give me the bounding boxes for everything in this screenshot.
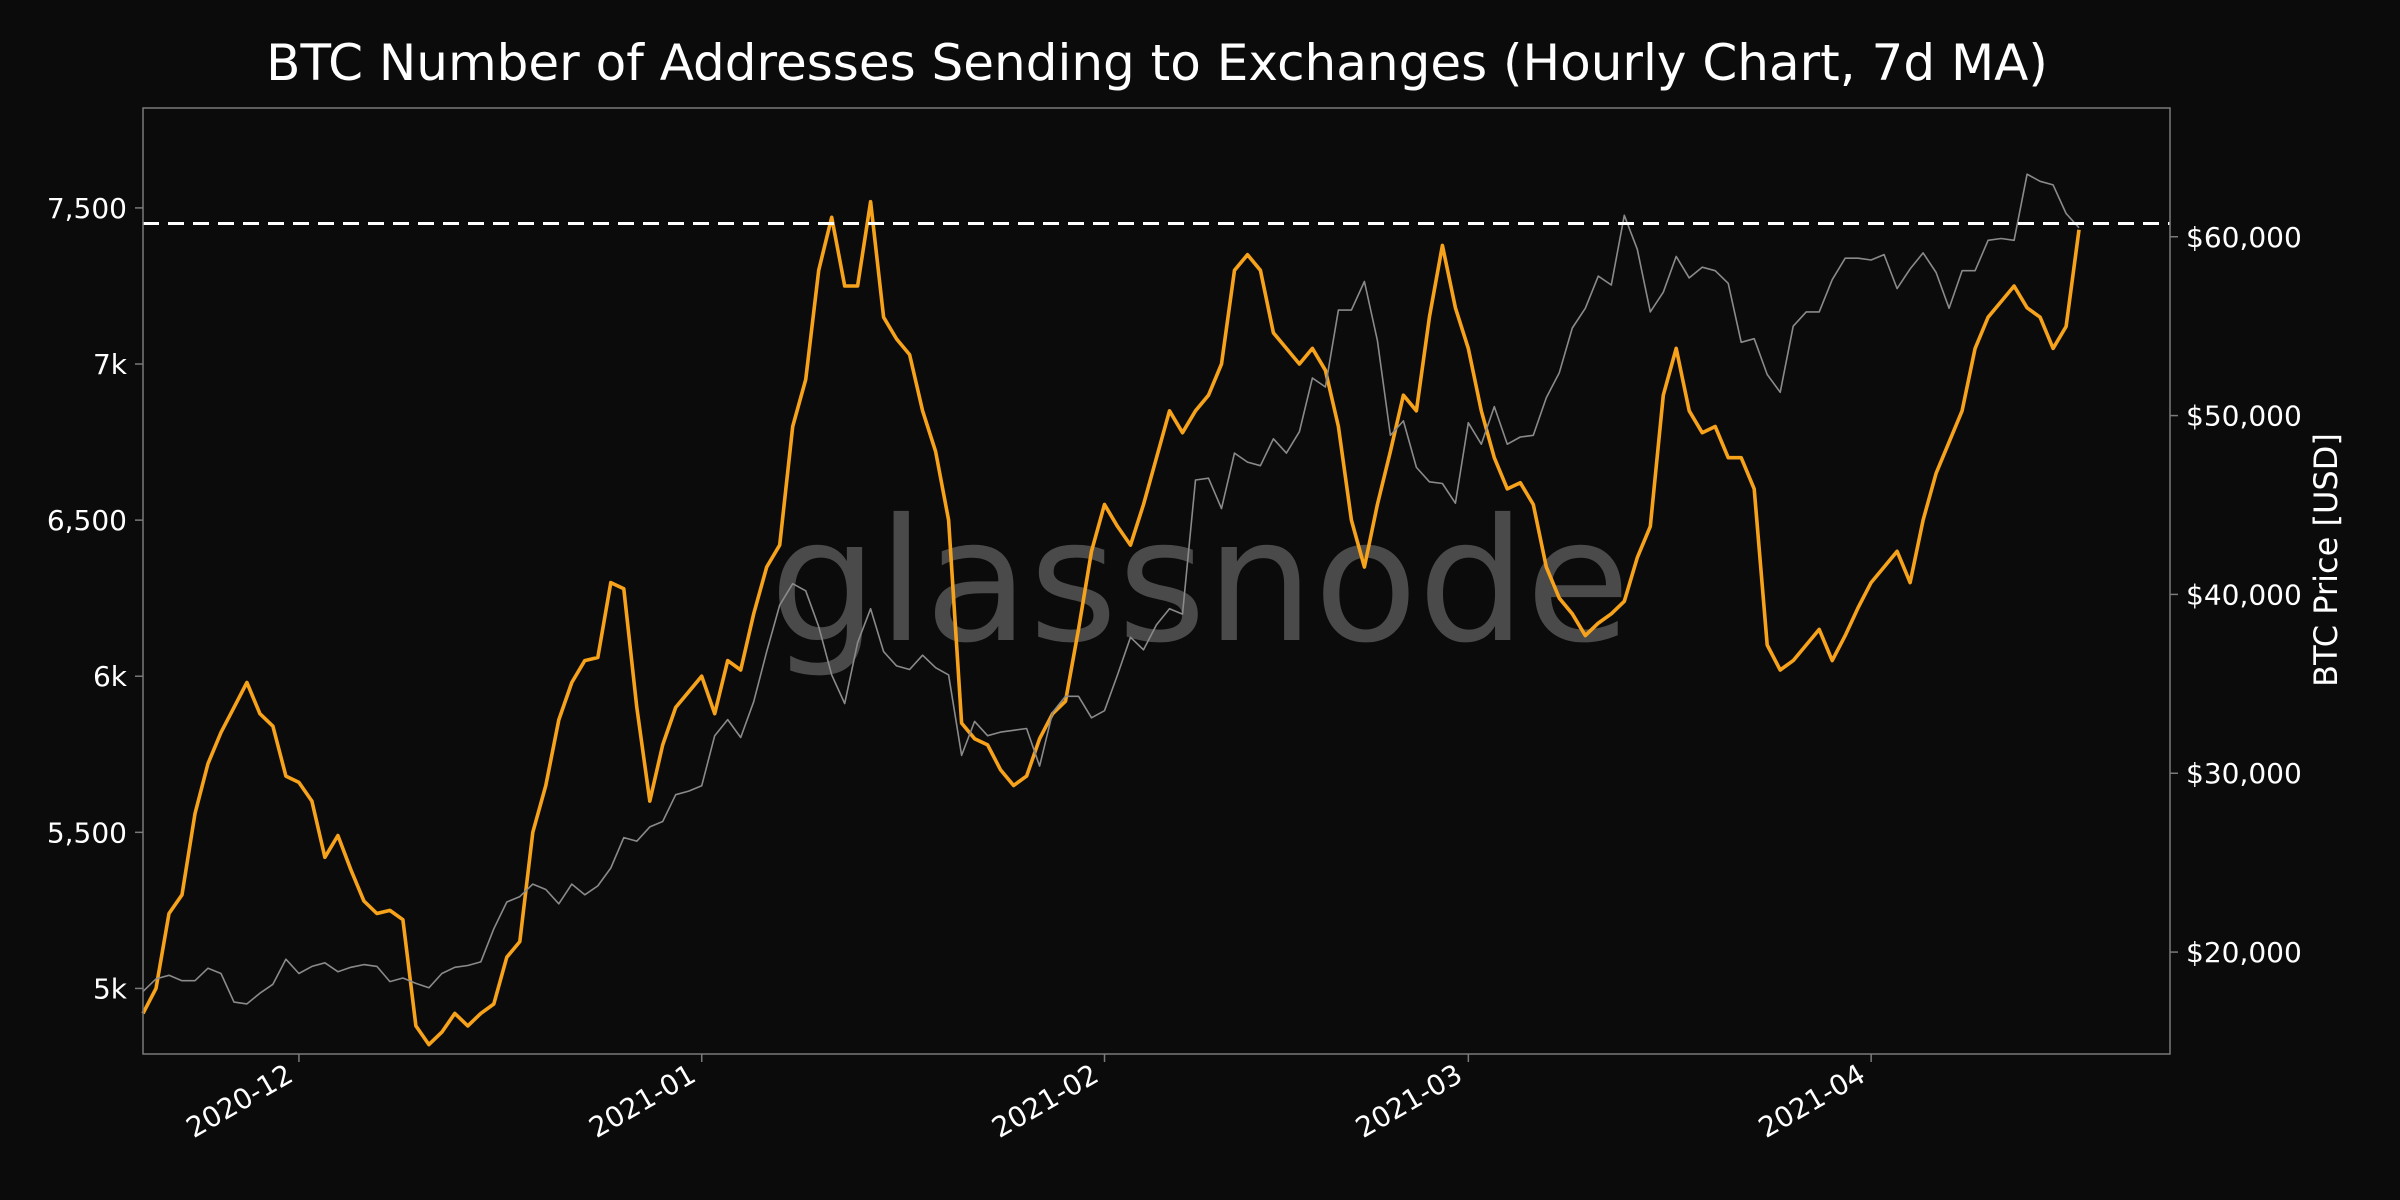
left-tick-label: 5,500 [47,816,127,849]
plot-area: glassnode [141,173,2170,1047]
right-tick-label: $40,000 [2186,578,2302,611]
watermark-logo: glassnode [770,483,1631,681]
left-tick-label: 7,500 [47,192,127,225]
series-line-addresses [141,199,2081,1047]
left-tick-label: 6,500 [47,504,127,537]
plot-frame [142,107,2171,1055]
chart-title: BTC Number of Addresses Sending to Excha… [266,34,2048,92]
right-tick-label: $30,000 [2186,757,2302,790]
right-tick-label: $20,000 [2186,936,2302,969]
left-tick-label: 6k [93,660,128,693]
series-line-price [142,173,2080,1005]
right-tick-label: $50,000 [2186,400,2302,433]
right-axis-label: BTC Price [USD] [2307,433,2345,687]
left-tick-label: 5k [93,972,128,1005]
right-tick-label: $60,000 [2186,221,2302,254]
left-tick-label: 7k [93,348,128,381]
